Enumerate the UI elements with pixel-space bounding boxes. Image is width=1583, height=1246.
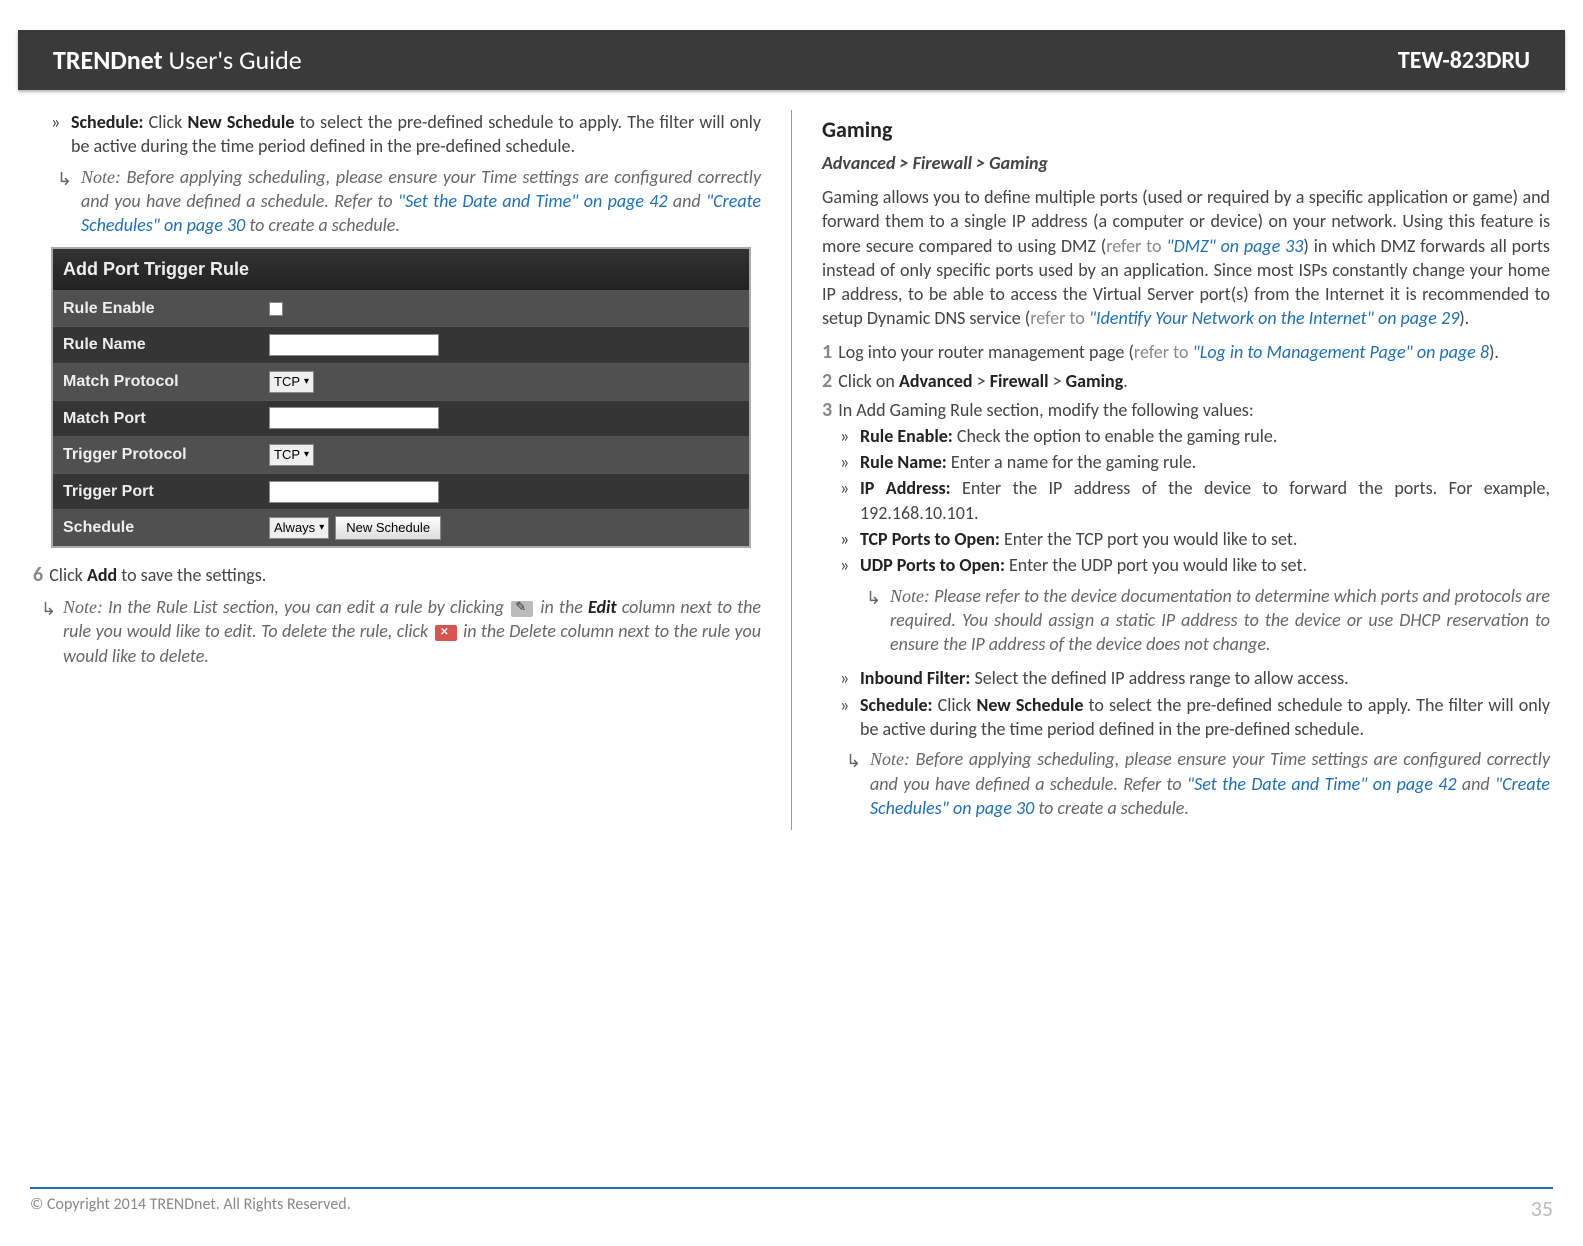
- note-arrow-icon: ↳: [846, 749, 861, 773]
- b-ip-address: IP Address: Enter the IP address of the …: [822, 476, 1550, 525]
- chevron-down-icon: ▾: [304, 375, 309, 389]
- delete-icon: [435, 625, 457, 641]
- cfg-title: Add Port Trigger Rule: [53, 249, 749, 289]
- note-arrow-icon: ↳: [866, 586, 881, 610]
- b-tcp-ports: TCP Ports to Open: Enter the TCP port yo…: [822, 527, 1550, 551]
- b-inbound-filter: Inbound Filter: Select the defined IP ad…: [822, 666, 1550, 690]
- port-trigger-table: Add Port Trigger Rule Rule Enable Rule N…: [51, 247, 751, 547]
- copyright-text: © Copyright 2014 TRENDnet. All Rights Re…: [30, 1195, 351, 1222]
- match-port-input[interactable]: [269, 407, 439, 429]
- gaming-heading: Gaming: [822, 115, 1550, 145]
- link-set-date[interactable]: "Set the Date and Time" on page 42: [398, 190, 668, 212]
- rule-name-input[interactable]: [269, 334, 439, 356]
- title-rest: User's Guide: [163, 44, 302, 76]
- b-rule-name: Rule Name: Enter a name for the gaming r…: [822, 450, 1550, 474]
- pencil-icon: [511, 601, 533, 617]
- link-identify-network[interactable]: "Identify Your Network on the Internet" …: [1089, 307, 1459, 329]
- row-rule-enable: Rule Enable: [53, 290, 749, 327]
- trigger-port-input[interactable]: [269, 481, 439, 503]
- note-schedule-right: ↳ Note: Before applying scheduling, plea…: [822, 747, 1550, 820]
- b-udp-ports: UDP Ports to Open: Enter the UDP port yo…: [822, 553, 1550, 577]
- match-protocol-select[interactable]: TCP▾: [269, 371, 314, 393]
- step-1: 1 Log into your router management page (…: [822, 339, 1550, 366]
- step-3: 3 In Add Gaming Rule section, modify the…: [822, 397, 1550, 424]
- gaming-intro: Gaming allows you to define multiple por…: [822, 185, 1550, 331]
- breadcrumb: Advanced > Firewall > Gaming: [822, 151, 1550, 175]
- row-match-port: Match Port: [53, 400, 749, 437]
- note-rule-list: ↳ Note: In the Rule List section, you ca…: [33, 595, 761, 668]
- step-6: 6 Click Add to save the settings.: [33, 562, 761, 589]
- trigger-protocol-select[interactable]: TCP▾: [269, 444, 314, 466]
- rule-enable-checkbox[interactable]: [269, 302, 283, 316]
- chevron-down-icon: ▾: [319, 521, 324, 535]
- step-2: 2 Click on Advanced > Firewall > Gaming.: [822, 368, 1550, 395]
- row-schedule: Schedule Always▾ New Schedule: [53, 509, 749, 546]
- right-column: Gaming Advanced > Firewall > Gaming Gami…: [792, 110, 1565, 830]
- link-dmz[interactable]: "DMZ" on page 33: [1166, 235, 1303, 257]
- guide-title: TRENDnet User's Guide: [53, 44, 302, 76]
- row-match-protocol: Match Protocol TCP▾: [53, 363, 749, 400]
- note-arrow-icon: ↳: [41, 597, 56, 621]
- page-body: Schedule: Click New Schedule to select t…: [0, 90, 1583, 830]
- schedule-label: Schedule:: [71, 111, 144, 133]
- left-column: Schedule: Click New Schedule to select t…: [18, 110, 791, 830]
- brand-name: TRENDnet: [53, 44, 163, 76]
- schedule-select[interactable]: Always▾: [269, 517, 329, 539]
- row-rule-name: Rule Name: [53, 326, 749, 363]
- note-ports: ↳ Note: Please refer to the device docum…: [822, 584, 1550, 657]
- b-rule-enable: Rule Enable: Check the option to enable …: [822, 424, 1550, 448]
- note-arrow-icon: ↳: [57, 167, 72, 191]
- link-set-date-2[interactable]: "Set the Date and Time" on page 42: [1187, 773, 1457, 795]
- b-schedule: Schedule: Click New Schedule to select t…: [822, 693, 1550, 742]
- note-schedule: ↳ Note: Before applying scheduling, plea…: [33, 165, 761, 238]
- new-schedule-button[interactable]: New Schedule: [335, 516, 441, 540]
- page-number: 35: [1531, 1195, 1553, 1222]
- schedule-bullet: Schedule: Click New Schedule to select t…: [33, 110, 761, 159]
- page-footer: © Copyright 2014 TRENDnet. All Rights Re…: [30, 1187, 1553, 1222]
- model-number: TEW-823DRU: [1398, 46, 1530, 75]
- link-login-page[interactable]: "Log in to Management Page" on page 8: [1193, 341, 1489, 363]
- row-trigger-protocol: Trigger Protocol TCP▾: [53, 436, 749, 473]
- row-trigger-port: Trigger Port: [53, 473, 749, 510]
- chevron-down-icon: ▾: [304, 448, 309, 462]
- page-header: TRENDnet User's Guide TEW-823DRU: [18, 30, 1565, 90]
